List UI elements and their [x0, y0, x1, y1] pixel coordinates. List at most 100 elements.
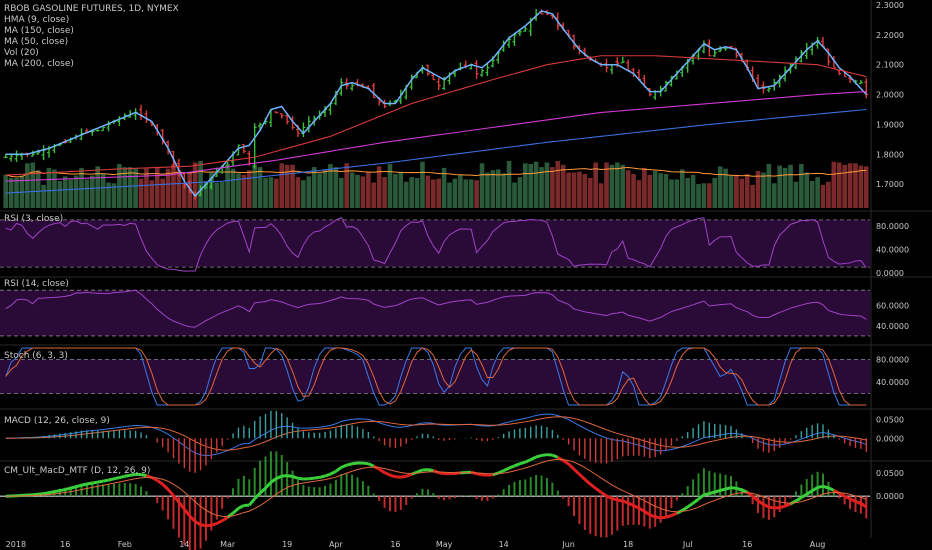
- volume-bar: [355, 174, 360, 208]
- volume-bar: [831, 161, 837, 208]
- macd-histogram-bar: [183, 438, 186, 469]
- stoch-label[interactable]: Stoch (6, 3, 3): [4, 351, 68, 361]
- volume-bar: [523, 163, 528, 208]
- macd-histogram-bar: [833, 434, 835, 439]
- cm-macd-segment: [81, 482, 88, 487]
- volume-bar: [3, 174, 9, 208]
- cm-macd-segment: [308, 476, 315, 481]
- cm-macd-segment: [843, 494, 851, 501]
- overlay-vol[interactable]: Vol (20): [4, 48, 39, 58]
- cm-macd-segment: [161, 483, 170, 491]
- cm-histogram-bar: [481, 496, 484, 501]
- ohlc-bar: [101, 126, 106, 132]
- cm-macd-segment: [600, 491, 608, 498]
- macd-histogram-bar: [291, 422, 294, 439]
- macd-histogram-bar: [589, 438, 591, 462]
- cm-histogram-bar: [313, 487, 316, 497]
- volume-bar: [717, 166, 723, 208]
- cm-histogram-bar: [502, 489, 505, 497]
- ohlc-bar: [133, 108, 138, 120]
- oscillator-tick-label: 60.0000: [876, 301, 909, 310]
- macd-histogram-bar: [632, 438, 635, 456]
- cm-macd-segment: [416, 468, 424, 474]
- overlay-ma200[interactable]: MA (200, close): [4, 59, 74, 69]
- volume-bar: [620, 164, 626, 208]
- cm-histogram-bar: [535, 475, 538, 497]
- macd-histogram-bar: [308, 432, 310, 439]
- macd-histogram-bar: [140, 432, 142, 439]
- overlay-hma[interactable]: HMA (9, close): [4, 15, 70, 25]
- volume-bar: [122, 167, 128, 208]
- overlay-ma50[interactable]: MA (50, close): [4, 37, 69, 47]
- volume-bar: [52, 169, 57, 208]
- volume-bar: [127, 167, 133, 208]
- cm-macd-segment: [627, 501, 635, 507]
- cm-macd-segment: [340, 463, 348, 469]
- oscillator-tick-label: 40.0000: [876, 378, 909, 387]
- macd-histogram-bar: [638, 438, 640, 456]
- volume-bar: [636, 180, 642, 208]
- cm-macd-segment: [64, 486, 72, 491]
- volume-bar: [138, 178, 144, 208]
- cm-macd-segment: [119, 474, 126, 480]
- macd-histogram-bar: [394, 438, 397, 448]
- macd-label[interactable]: MACD (12, 26, close, 9): [4, 416, 110, 426]
- cm-macd-label[interactable]: CM_Ult_MacD_MTF (D, 12, 26, 9): [4, 466, 151, 476]
- cm-macd-segment: [113, 476, 120, 481]
- volume-bar: [663, 174, 669, 208]
- ohlc-bar: [144, 110, 149, 123]
- volume-bar: [609, 164, 615, 208]
- cm-histogram-bar: [486, 496, 489, 501]
- macd-histogram-bar: [524, 427, 527, 439]
- macd-histogram-bar: [345, 424, 348, 439]
- cm-macd-segment: [166, 488, 175, 497]
- macd-histogram-bar: [367, 431, 370, 439]
- cm-histogram-bar: [426, 489, 429, 497]
- cm-histogram-bar: [497, 494, 500, 497]
- cm-histogram-bar: [637, 496, 640, 525]
- cm-histogram-bar: [172, 496, 175, 529]
- cm-histogram-bar: [140, 486, 143, 497]
- overlay-ma150[interactable]: MA (150, close): [4, 26, 74, 36]
- cm-histogram-bar: [627, 496, 630, 525]
- cm-macd-segment: [438, 471, 445, 476]
- volume-bar: [133, 168, 138, 208]
- cm-histogram-bar: [589, 496, 592, 534]
- cm-histogram-bar: [340, 474, 343, 497]
- ohlc-bar: [669, 75, 674, 87]
- macd-histogram-bar: [253, 420, 256, 439]
- volume-bar: [165, 168, 171, 208]
- macd-histogram-bar: [486, 438, 489, 442]
- macd-histogram-bar: [562, 438, 564, 440]
- volume-bar: [25, 163, 30, 208]
- cm-macd-segment: [205, 523, 212, 528]
- volume-bar: [777, 165, 782, 208]
- price-tick-label: 2.3000: [876, 1, 904, 10]
- cm-macd-segment: [200, 523, 207, 528]
- ohlc-bar: [252, 123, 257, 169]
- cm-histogram-bar: [757, 496, 760, 514]
- cm-macd-segment: [611, 496, 618, 502]
- volume-bar: [171, 164, 176, 208]
- macd-histogram-bar: [91, 430, 94, 439]
- rsi14-label[interactable]: RSI (14, close): [4, 279, 69, 289]
- macd-histogram-bar: [741, 433, 743, 439]
- volume-bar: [301, 180, 306, 208]
- macd-histogram-bar: [324, 431, 326, 439]
- cm-macd-segment: [535, 454, 542, 459]
- macd-histogram-bar: [714, 423, 716, 439]
- rsi3-label[interactable]: RSI (3, close): [4, 214, 64, 224]
- macd-histogram-bar: [243, 425, 245, 439]
- macd-histogram-bar: [860, 438, 862, 449]
- volume-bar: [631, 174, 636, 208]
- cm-macd-segment: [124, 473, 131, 478]
- cm-histogram-bar: [237, 478, 240, 497]
- oscillator-tick-label: 0.0000: [876, 492, 904, 501]
- cm-histogram-bar: [383, 496, 386, 508]
- ohlc-bar: [864, 78, 869, 99]
- cm-macd-segment: [481, 473, 488, 477]
- cm-histogram-bar: [816, 471, 819, 497]
- cm-histogram-bar: [183, 496, 186, 546]
- time-tick-label: Jun: [561, 540, 575, 549]
